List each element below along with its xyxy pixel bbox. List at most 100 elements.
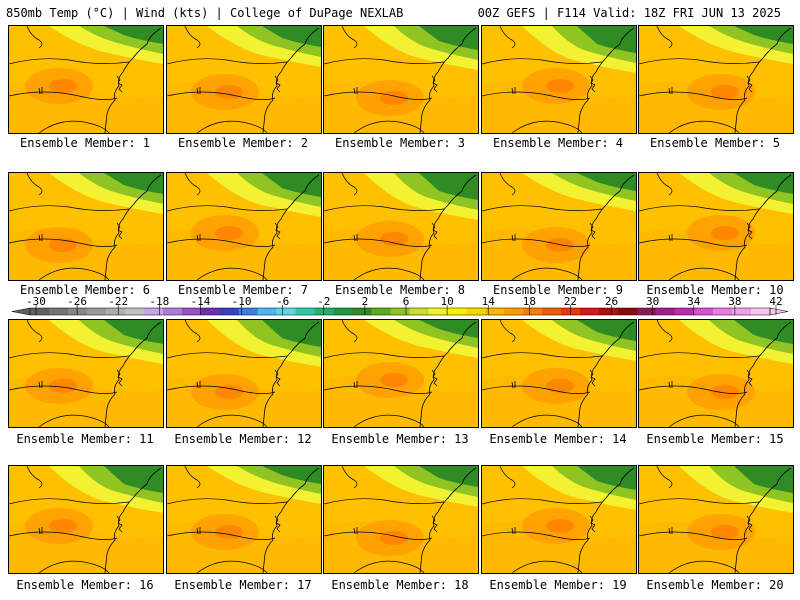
ensemble-member-caption: Ensemble Member: 1 <box>19 136 151 150</box>
colorbar-label: 26 <box>605 296 618 308</box>
colorbar-segment <box>200 308 221 315</box>
colorbar-label: 14 <box>482 296 496 308</box>
ensemble-member-caption: Ensemble Member: 19 <box>489 578 627 592</box>
run-valid-time: 00Z GEFS | F114 Valid: 18Z FRI JUN 13 20… <box>477 6 781 20</box>
colorbar-label: 30 <box>646 296 659 308</box>
ensemble-member-panel <box>8 465 164 574</box>
ensemble-member-panel <box>638 319 794 428</box>
colorbar-label: -14 <box>191 296 211 308</box>
colorbar-label: 38 <box>728 296 741 308</box>
colorbar-segment <box>428 308 448 315</box>
colorbar-segment <box>732 308 752 315</box>
colorbar-segment <box>504 308 524 315</box>
ensemble-member-caption: Ensemble Member: 11 <box>16 432 154 446</box>
colorbar-segment <box>67 308 88 315</box>
colorbar-segment <box>276 308 296 315</box>
colorbar-segment <box>694 308 714 315</box>
colorbar-segment <box>162 308 183 315</box>
colorbar-segment <box>675 308 695 315</box>
temperature-map-panel <box>481 465 637 574</box>
colorbar-segment <box>618 308 638 315</box>
ensemble-member-panel <box>323 25 479 134</box>
colorbar-segment <box>599 308 619 315</box>
ensemble-member-caption: Ensemble Member: 3 <box>334 136 466 150</box>
colorbar-label: -18 <box>149 296 169 308</box>
ensemble-member-panel <box>8 319 164 428</box>
colorbar-segment <box>219 308 240 315</box>
temperature-map-panel <box>8 465 164 574</box>
ensemble-member-caption: Ensemble Member: 5 <box>649 136 781 150</box>
colorbar-segment <box>542 308 562 315</box>
colorbar-label: 10 <box>440 296 453 308</box>
ensemble-member-panel <box>638 25 794 134</box>
temperature-map-panel <box>481 25 637 134</box>
temperature-map-panel <box>8 25 164 134</box>
ensemble-member-panel <box>481 319 637 428</box>
colorbar-label: 6 <box>403 296 410 308</box>
ensemble-member-caption: Ensemble Member: 18 <box>331 578 469 592</box>
colorbar-segment <box>580 308 600 315</box>
temperature-map-panel <box>8 172 164 281</box>
colorbar-max-arrow <box>769 307 788 316</box>
colorbar-segment <box>656 308 676 315</box>
colorbar-segment <box>371 308 391 315</box>
colorbar-segment <box>447 308 467 315</box>
colorbar-segment <box>181 308 202 315</box>
colorbar-segment <box>637 308 657 315</box>
colorbar-segment <box>561 308 581 315</box>
ensemble-member-panel <box>481 465 637 574</box>
colorbar-label: -10 <box>232 296 252 308</box>
colorbar-label: 34 <box>687 296 701 308</box>
colorbar-segment <box>295 308 315 315</box>
ensemble-member-caption: Ensemble Member: 4 <box>492 136 624 150</box>
ensemble-member-panel <box>481 25 637 134</box>
temperature-map-panel <box>638 465 794 574</box>
ensemble-member-caption: Ensemble Member: 9 <box>492 283 624 297</box>
temperature-map-panel <box>638 25 794 134</box>
temperature-map-panel <box>166 465 322 574</box>
colorbar-segment <box>523 308 543 315</box>
ensemble-member-panel <box>638 465 794 574</box>
temperature-map-panel <box>166 319 322 428</box>
ensemble-member-panel <box>166 319 322 428</box>
ensemble-member-caption: Ensemble Member: 10 <box>646 283 784 297</box>
colorbar-segment <box>314 308 334 315</box>
temperature-map-panel <box>481 172 637 281</box>
ensemble-member-caption: Ensemble Member: 17 <box>174 578 312 592</box>
ensemble-member-panel <box>323 319 479 428</box>
temperature-map-panel <box>481 319 637 428</box>
temperature-map-panel <box>323 319 479 428</box>
colorbar-segment <box>466 308 486 315</box>
ensemble-member-panel <box>638 172 794 281</box>
ensemble-member-caption: Ensemble Member: 15 <box>646 432 784 446</box>
temperature-map-panel <box>638 319 794 428</box>
ensemble-member-caption: Ensemble Member: 14 <box>489 432 627 446</box>
ensemble-member-panel <box>8 172 164 281</box>
colorbar-segment <box>751 308 771 315</box>
colorbar-segment <box>30 308 50 315</box>
colorbar-segment <box>409 308 429 315</box>
temperature-map-panel <box>638 172 794 281</box>
ensemble-member-caption: Ensemble Member: 12 <box>174 432 312 446</box>
temperature-map-panel <box>8 319 164 428</box>
ensemble-member-panel <box>481 172 637 281</box>
colorbar-segment <box>48 308 69 315</box>
colorbar-label: 42 <box>769 296 782 308</box>
colorbar-segment <box>352 308 372 315</box>
ensemble-member-panel <box>323 172 479 281</box>
ensemble-member-caption: Ensemble Member: 20 <box>646 578 784 592</box>
colorbar-segment <box>713 308 733 315</box>
temperature-map-panel <box>166 25 322 134</box>
colorbar-min-arrow <box>12 307 31 316</box>
ensemble-member-caption: Ensemble Member: 8 <box>334 283 466 297</box>
ensemble-member-caption: Ensemble Member: 16 <box>16 578 154 592</box>
ensemble-member-panel <box>166 465 322 574</box>
ensemble-member-panel <box>166 172 322 281</box>
colorbar-label: 18 <box>523 296 536 308</box>
colorbar-segment <box>485 308 505 315</box>
ensemble-member-panel <box>166 25 322 134</box>
ensemble-member-caption: Ensemble Member: 13 <box>331 432 469 446</box>
colorbar-segment <box>238 308 258 315</box>
temperature-colorbar: -30 -26 -22 -18 -14 -10 -6 -2 2 6 10 14 18 22 26 30 34 38… <box>12 296 788 316</box>
colorbar-label: -30 <box>26 296 46 308</box>
